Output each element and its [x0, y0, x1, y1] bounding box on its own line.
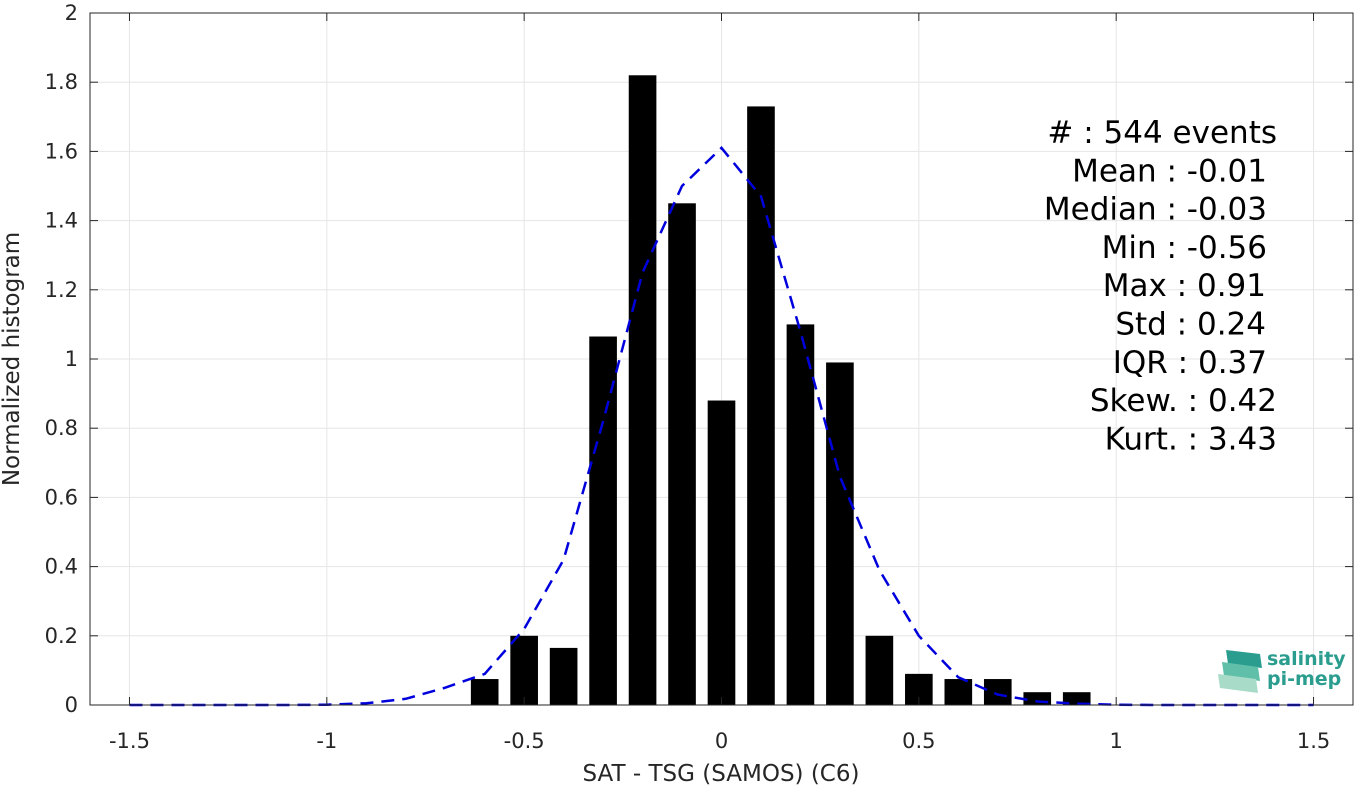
y-tick-label: 0.8	[45, 416, 78, 440]
histogram-bars	[470, 75, 1091, 706]
x-tick-label: -1.5	[109, 729, 150, 753]
histogram-bar	[865, 635, 894, 705]
histogram-bar	[707, 400, 736, 705]
y-tick-label: 1	[65, 347, 78, 371]
histogram-bar	[668, 203, 696, 706]
stats-line: Skew. : 0.42	[1090, 383, 1277, 419]
x-axis-label: SAT - TSG (SAMOS) (C6)	[583, 761, 860, 785]
y-tick-label: 1.6	[45, 139, 78, 163]
logo-mark-icon	[1218, 650, 1262, 693]
stats-line: Kurt. : 3.43	[1105, 421, 1277, 457]
y-axis-label: Normalized histogram	[0, 232, 25, 486]
x-tick-label: -0.5	[504, 729, 545, 753]
x-tick-label: 1.5	[1297, 729, 1330, 753]
x-tick-label: 0.5	[902, 729, 935, 753]
stats-line: Median : -0.03	[1044, 192, 1267, 228]
y-tick-label: 0	[65, 693, 78, 717]
x-tick-label: 0	[715, 729, 728, 753]
salinity-pi-mep-logo: salinity pi-mep	[1218, 648, 1346, 693]
logo-line1: salinity	[1267, 648, 1346, 670]
y-tick-label: 0.2	[45, 624, 78, 648]
stats-line: Mean : -0.01	[1072, 153, 1267, 189]
histogram-bar	[747, 106, 775, 706]
x-tick-label: 1	[1110, 729, 1123, 753]
y-tick-label: 1.8	[45, 70, 78, 94]
histogram-bar	[1062, 692, 1091, 705]
y-tick-label: 1.2	[45, 278, 78, 302]
histogram-bar	[826, 362, 854, 705]
stats-line: IQR : 0.37	[1113, 345, 1267, 381]
y-tick-label: 0.4	[45, 555, 78, 579]
stats-line: Std : 0.24	[1115, 307, 1266, 343]
y-axis-ticks: 0 0.2 0.4 0.6 0.8 1 1.2 1.4 1.6 1.8 2	[45, 1, 1353, 717]
y-tick-label: 0.6	[45, 485, 78, 509]
histogram-bar	[786, 324, 815, 705]
stats-line: Max : 0.91	[1103, 268, 1266, 304]
histogram-bar	[628, 75, 657, 705]
y-tick-label: 2	[65, 1, 78, 25]
histogram-bar	[510, 635, 538, 705]
x-tick-label: -1	[316, 729, 337, 753]
histogram-bar	[470, 679, 499, 705]
stats-line: Min : -0.56	[1102, 230, 1267, 266]
histogram-bar	[589, 336, 617, 705]
histogram-bar	[983, 679, 1012, 705]
histogram-bar	[944, 679, 973, 705]
y-tick-label: 1.4	[45, 209, 78, 233]
logo-line2: pi-mep	[1267, 668, 1341, 690]
stats-line: # : 544 events	[1047, 115, 1277, 151]
x-axis-ticks: -1.5 -1 -0.5 0 0.5 1 1.5	[109, 13, 1330, 753]
histogram-bar	[549, 647, 578, 705]
